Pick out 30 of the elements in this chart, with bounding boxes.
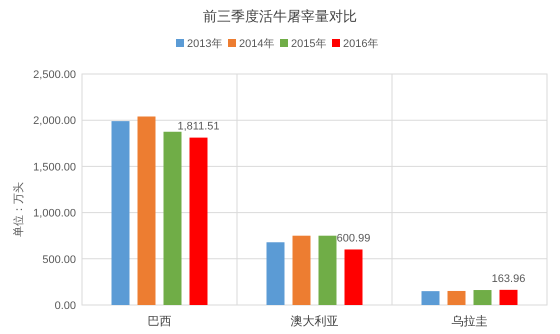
legend-label: 2014年: [239, 38, 274, 50]
bar: [112, 121, 130, 305]
bar: [292, 236, 310, 305]
legend-label: 2013年: [187, 38, 222, 50]
bar: [344, 249, 362, 305]
data-label: 1,811.51: [177, 120, 220, 133]
bar: [500, 290, 518, 305]
data-label: 600.99: [336, 232, 370, 244]
bar: [164, 132, 182, 305]
data-label: 163.96: [492, 272, 526, 285]
x-tick-label: 巴西: [148, 314, 172, 328]
y-tick-label: 1,500.00: [33, 161, 76, 174]
legend-label: 2016年: [343, 38, 378, 50]
y-axis-title: 单位：万头: [12, 182, 25, 237]
y-tick-label: 0.00: [54, 300, 76, 312]
bar: [474, 290, 492, 305]
bar: [448, 290, 466, 305]
y-tick-label: 1,000.00: [33, 208, 76, 220]
bar: [266, 242, 284, 305]
y-tick-label: 2,000.00: [33, 115, 76, 128]
x-tick-label: 澳大利亚: [290, 314, 338, 328]
x-tick-label: 乌拉圭: [452, 314, 488, 328]
chart-title: 前三季度活牛屠宰量对比: [203, 8, 357, 24]
bar: [422, 291, 440, 305]
bar: [190, 138, 208, 305]
bar: [318, 236, 336, 305]
y-tick-label: 2,500.00: [33, 69, 76, 81]
y-tick-label: 500.00: [42, 254, 76, 266]
legend-label: 2015年: [291, 38, 326, 50]
bar: [138, 116, 156, 305]
